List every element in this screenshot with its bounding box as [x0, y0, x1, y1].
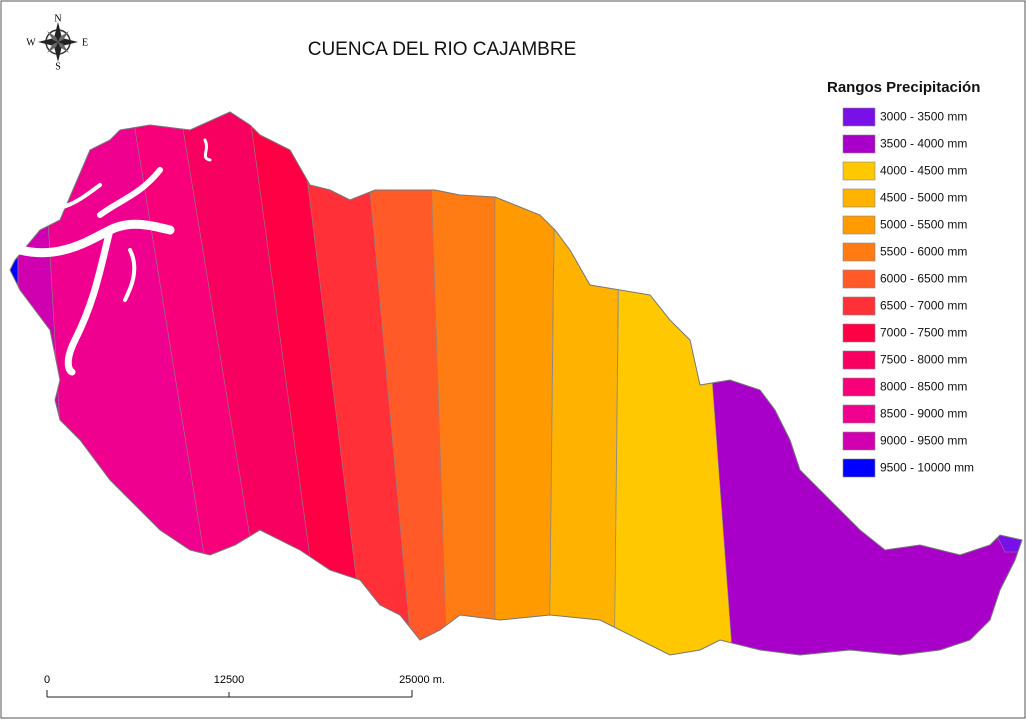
- compass-w: W: [26, 37, 36, 48]
- legend-label: 6500 - 7000 mm: [880, 299, 967, 313]
- scale-label: 25000 m.: [399, 674, 445, 686]
- legend-label: 7500 - 8000 mm: [880, 353, 967, 367]
- legend-label: 5000 - 5500 mm: [880, 218, 967, 232]
- legend-swatch: [842, 458, 876, 478]
- legend-swatch: [842, 323, 876, 343]
- legend-swatch: [842, 296, 876, 316]
- legend-title: Rangos Precipitación: [827, 79, 980, 96]
- legend-swatch: [842, 431, 876, 451]
- precip-band: [244, 112, 371, 655]
- legend-swatch: [842, 188, 876, 208]
- precip-band: [174, 112, 329, 655]
- legend-label: 9000 - 9500 mm: [880, 434, 967, 448]
- legend-label: 3500 - 4000 mm: [880, 137, 967, 151]
- legend: 3000 - 3500 mm 3500 - 4000 mm 4000 - 4500 …: [842, 107, 974, 478]
- legend-label: 3000 - 3500 mm: [880, 110, 967, 124]
- legend-label: 8000 - 8500 mm: [880, 380, 967, 394]
- compass-e: E: [82, 37, 88, 48]
- precip-band: [126, 112, 276, 655]
- legend-swatch: [842, 107, 876, 127]
- legend-swatch: [842, 404, 876, 424]
- legend-label: 9500 - 10000 mm: [880, 461, 974, 475]
- legend-swatch: [842, 350, 876, 370]
- compass: N S E W: [26, 13, 88, 72]
- compass-s: S: [55, 61, 61, 72]
- legend-label: 4500 - 5000 mm: [880, 191, 967, 205]
- scale-label: 0: [44, 674, 50, 686]
- legend-swatch: [842, 161, 876, 181]
- basin-outline: [9, 111, 1023, 656]
- legend-swatch: [842, 377, 876, 397]
- legend-swatch: [842, 215, 876, 235]
- legend-label: 8500 - 9000 mm: [880, 407, 967, 421]
- scale-bar: [46, 690, 413, 698]
- legend-swatch: [842, 134, 876, 154]
- map-title: CUENCA DEL RIO CAJAMBRE: [308, 39, 577, 60]
- compass-n: N: [54, 13, 61, 24]
- legend-label: 6000 - 6500 mm: [880, 272, 967, 286]
- legend-label: 7000 - 7500 mm: [880, 326, 967, 340]
- legend-label: 5500 - 6000 mm: [880, 245, 967, 259]
- legend-swatch: [842, 242, 876, 262]
- legend-label: 4000 - 4500 mm: [880, 164, 967, 178]
- rivers: [15, 138, 212, 376]
- legend-swatch: [842, 269, 876, 289]
- scale-label: 12500: [214, 674, 245, 686]
